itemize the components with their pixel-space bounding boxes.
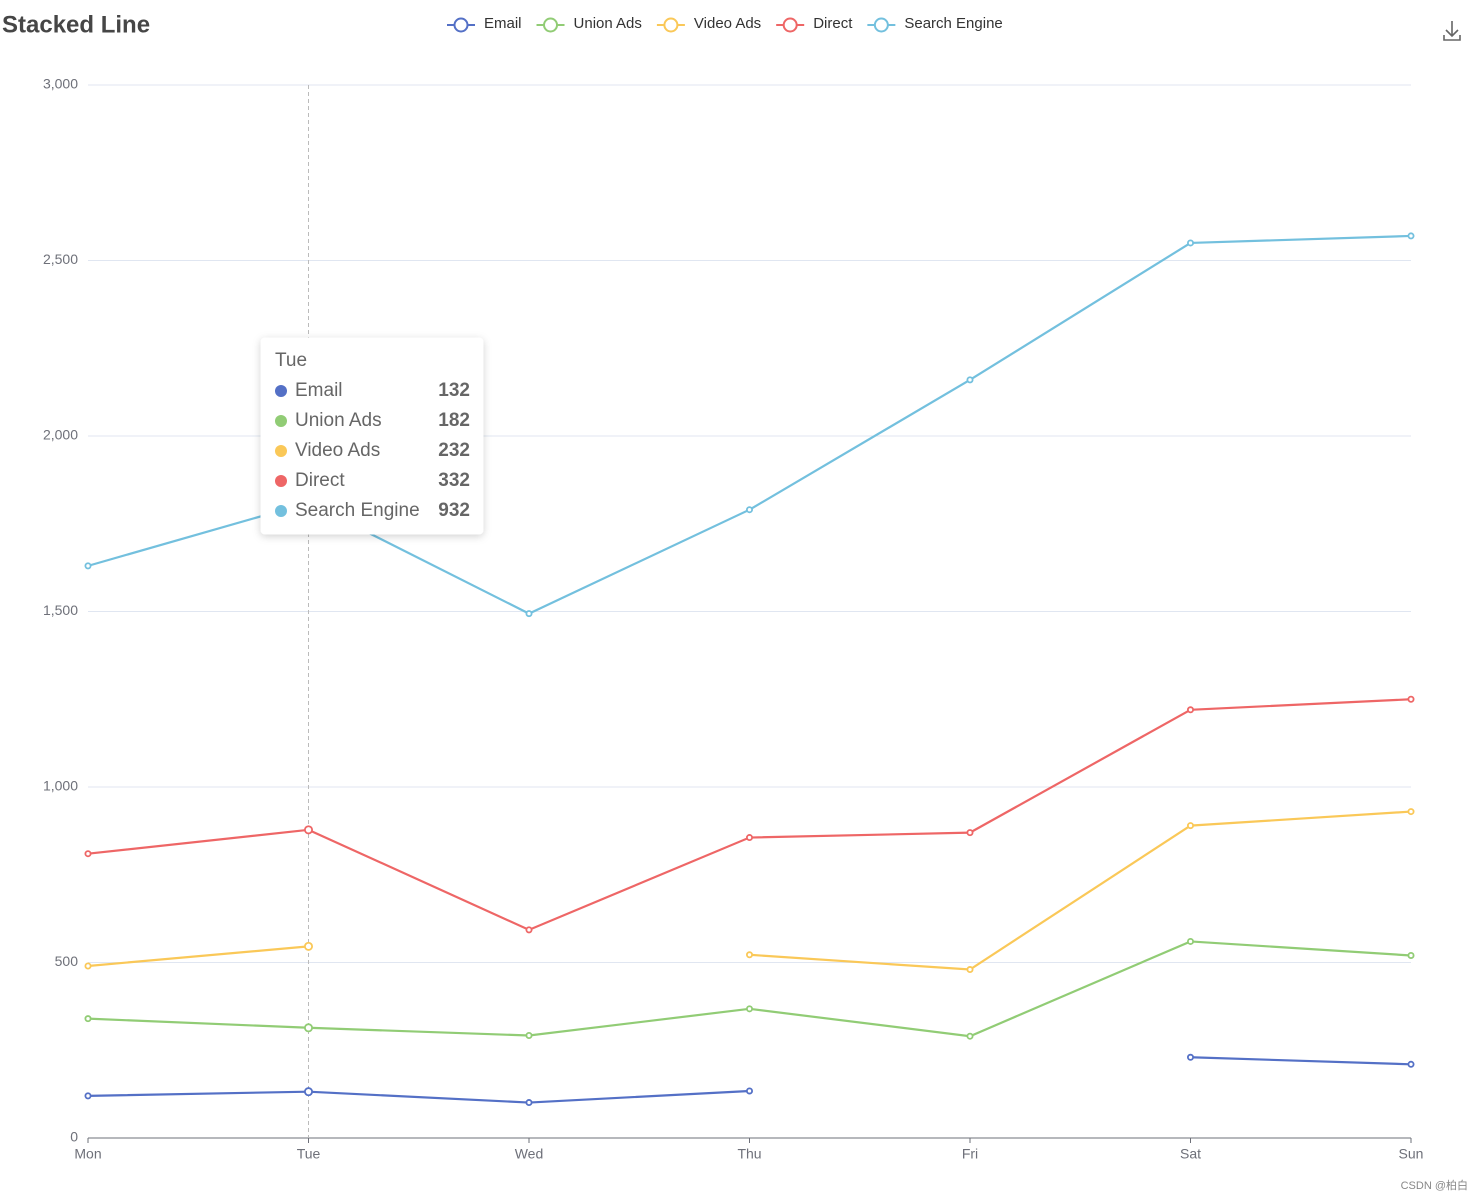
tooltip-name: Video Ads — [295, 440, 380, 461]
tooltip-value: 332 — [438, 470, 470, 491]
legend-label: Video Ads — [694, 15, 761, 32]
legend-symbol — [543, 17, 559, 33]
legend-item[interactable]: Video Ads — [656, 15, 761, 33]
data-point — [1187, 1053, 1195, 1061]
series-line — [87, 810, 1412, 971]
legend-symbol — [453, 17, 469, 33]
data-point — [966, 1032, 974, 1040]
tooltip-value: 232 — [438, 440, 470, 461]
tooltip-name: Direct — [295, 470, 345, 491]
legend-item[interactable]: Email — [447, 15, 522, 33]
legend-label: Union Ads — [574, 15, 642, 32]
data-point — [84, 850, 92, 858]
data-point — [746, 951, 754, 959]
tooltip: Tue Email 132 Union Ads 182 Video Ads 232 Direc… — [260, 337, 484, 535]
x-tick-label: Thu — [737, 1146, 761, 1162]
legend-label: Direct — [813, 15, 853, 32]
y-tick-label: 500 — [55, 953, 79, 969]
tooltip-value: 182 — [438, 410, 470, 431]
data-point — [746, 834, 754, 842]
tooltip-title: Tue — [275, 350, 307, 371]
tooltip-name: Email — [295, 380, 343, 401]
data-point — [303, 825, 313, 835]
tooltip-name: Union Ads — [295, 410, 382, 431]
data-point — [525, 926, 533, 934]
data-point — [303, 1023, 313, 1033]
y-tick-label: 1,000 — [43, 778, 78, 794]
data-point — [303, 1087, 313, 1097]
tooltip-dot — [275, 415, 287, 427]
data-point — [746, 1087, 754, 1095]
data-point — [966, 376, 974, 384]
data-point — [1407, 1060, 1415, 1068]
data-point — [84, 562, 92, 570]
data-point — [84, 1092, 92, 1100]
chart-title: Stacked Line — [2, 11, 150, 38]
data-point — [746, 1005, 754, 1013]
data-point — [1187, 706, 1195, 714]
y-tick-label: 1,500 — [43, 602, 78, 618]
tooltip-dot — [275, 445, 287, 457]
data-point — [746, 506, 754, 514]
data-point — [84, 1015, 92, 1023]
tooltip-name: Search Engine — [295, 500, 420, 521]
y-tick-label: 3,000 — [43, 76, 78, 92]
x-tick-label: Sat — [1180, 1146, 1201, 1162]
y-tick-label: 2,500 — [43, 251, 78, 267]
tooltip-value: 932 — [438, 500, 470, 521]
y-tick-label: 2,000 — [43, 427, 78, 443]
x-tick-label: Mon — [74, 1146, 101, 1162]
data-point — [525, 1032, 533, 1040]
tooltip-value: 132 — [438, 380, 470, 401]
tooltip-box — [260, 337, 484, 535]
data-point — [966, 966, 974, 974]
data-point — [525, 610, 533, 618]
data-point — [1407, 951, 1415, 959]
legend-label: Search Engine — [904, 15, 1002, 32]
series-line — [87, 1056, 1412, 1104]
watermark: CSDN @柏白 — [1401, 1178, 1468, 1192]
y-tick-label: 0 — [70, 1129, 78, 1145]
data-point — [303, 941, 313, 951]
tooltip-dot — [275, 505, 287, 517]
data-point — [525, 1099, 533, 1107]
data-point — [1187, 822, 1195, 830]
data-point — [1407, 808, 1415, 816]
legend-symbol — [782, 17, 798, 33]
data-point — [84, 962, 92, 970]
legend-label: Email — [484, 15, 522, 32]
tooltip-dot — [275, 475, 287, 487]
legend-item[interactable]: Union Ads — [536, 15, 642, 33]
data-point — [1407, 232, 1415, 240]
x-tick-label: Sun — [1399, 1146, 1424, 1162]
tooltip-dot — [275, 385, 287, 397]
download-icon[interactable] — [1443, 21, 1461, 41]
legend-symbol — [663, 17, 679, 33]
legend-item[interactable]: Search Engine — [867, 15, 1003, 33]
legend-item[interactable]: Direct — [776, 15, 853, 33]
x-tick-label: Wed — [515, 1146, 544, 1162]
series-line — [87, 698, 1412, 932]
data-point — [966, 829, 974, 837]
data-point — [1187, 239, 1195, 247]
data-point — [1187, 937, 1195, 945]
data-point — [1407, 695, 1415, 703]
x-tick-label: Tue — [297, 1146, 321, 1162]
legend-symbol — [873, 17, 889, 33]
x-tick-label: Fri — [962, 1146, 978, 1162]
